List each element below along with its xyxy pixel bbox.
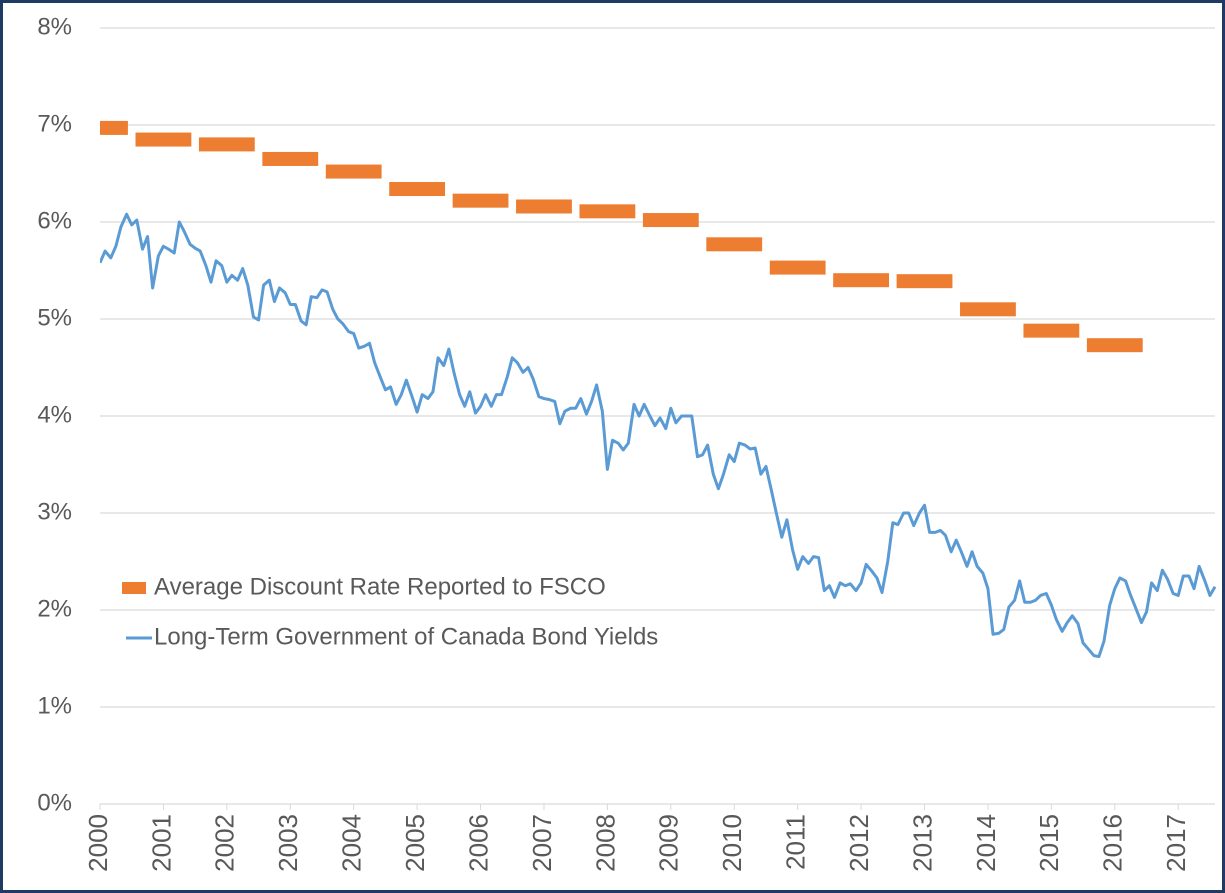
discount-rate-dash xyxy=(960,302,1016,317)
x-tick-label: 2001 xyxy=(146,814,176,872)
discount-rate-dash xyxy=(769,260,826,275)
discount-rate-dash xyxy=(389,182,446,197)
x-tick-label: 2008 xyxy=(590,814,620,872)
x-tick-label: 2017 xyxy=(1161,814,1191,872)
y-tick-label: 4% xyxy=(37,401,72,428)
discount-rate-dash xyxy=(706,237,763,252)
x-tick-label: 2015 xyxy=(1034,814,1064,872)
discount-rate-dash xyxy=(262,151,319,166)
x-tick-label: 2006 xyxy=(463,814,493,872)
y-tick-label: 3% xyxy=(37,498,72,525)
discount-rate-dash xyxy=(579,204,636,219)
legend-key xyxy=(122,582,146,594)
y-tick-label: 8% xyxy=(37,13,72,40)
discount-rate-dash xyxy=(325,164,382,179)
y-tick-label: 0% xyxy=(37,789,72,816)
x-tick-label: 2000 xyxy=(83,814,113,872)
bond-yield-line xyxy=(100,212,1217,659)
legend-label: Long-Term Government of Canada Bond Yiel… xyxy=(154,623,658,650)
labels: 0% 1% 2% 3% 4% 5% 6% 7% 8% 2000 2001 2002 2003 2004 20… xyxy=(37,13,1191,872)
y-tick-label: 1% xyxy=(37,692,72,719)
x-tick-label: 2014 xyxy=(971,814,1001,872)
grid xyxy=(99,27,1215,810)
x-tick-label: 2003 xyxy=(273,814,303,872)
x-tick-label: 2002 xyxy=(210,814,240,872)
y-tick-label: 6% xyxy=(37,207,72,234)
legend-label: Average Discount Rate Reported to FSCO xyxy=(154,573,606,600)
x-tick-label: 2005 xyxy=(400,814,430,872)
discount-rate-dash xyxy=(100,120,128,135)
discount-rate-dash xyxy=(198,137,255,152)
x-tick-label: 2012 xyxy=(844,814,874,872)
discount-rate-dash xyxy=(516,199,572,214)
discount-rate-dash xyxy=(135,132,192,147)
x-tick-label: 2013 xyxy=(907,814,937,872)
discount-rate-dash xyxy=(452,193,509,208)
y-tick-label: 5% xyxy=(37,304,72,331)
x-tick-label: 2010 xyxy=(717,814,747,872)
y-tick-label: 7% xyxy=(37,110,72,137)
discount-rate-dash xyxy=(1023,323,1080,338)
discount-rate-dash xyxy=(1086,338,1143,353)
y-tick-label: 2% xyxy=(37,595,72,622)
discount-rate-dash xyxy=(896,274,953,289)
x-tick-label: 2011 xyxy=(781,814,811,870)
discount-rate-dash xyxy=(833,273,889,288)
discount-rate-dash xyxy=(642,213,699,228)
x-tick-label: 2004 xyxy=(337,814,367,872)
x-tick-label: 2007 xyxy=(527,814,557,872)
plot-area xyxy=(100,120,1217,659)
x-tick-label: 2009 xyxy=(654,814,684,872)
x-tick-label: 2016 xyxy=(1098,814,1128,872)
